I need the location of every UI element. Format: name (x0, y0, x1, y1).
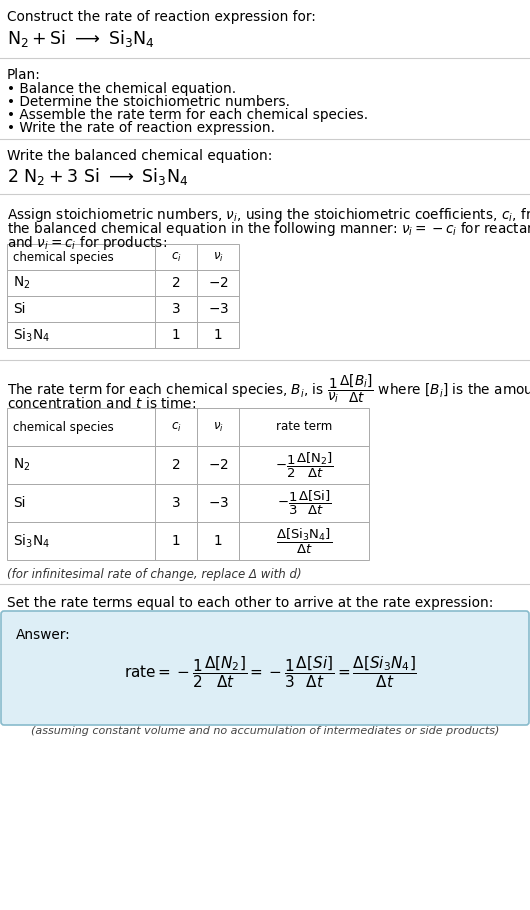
Bar (7, 446, 155, 484)
Bar (197, 408, 239, 446)
Bar (155, 484, 197, 522)
Bar (197, 244, 239, 270)
Text: The rate term for each chemical species, $B_i$, is $\dfrac{1}{\nu_i}\dfrac{\Delt: The rate term for each chemical species,… (7, 372, 530, 405)
Text: $\mathrm{N_2}$: $\mathrm{N_2}$ (13, 457, 30, 473)
Bar (155, 446, 197, 484)
Bar (7, 522, 155, 560)
Bar (7, 270, 155, 296)
Text: (assuming constant volume and no accumulation of intermediates or side products): (assuming constant volume and no accumul… (31, 726, 499, 736)
Text: $\mathrm{2\ N_2 + 3\ Si \ \longrightarrow \ Si_3N_4}$: $\mathrm{2\ N_2 + 3\ Si \ \longrightarro… (7, 166, 189, 187)
Text: Assign stoichiometric numbers, $\nu_i$, using the stoichiometric coefficients, $: Assign stoichiometric numbers, $\nu_i$, … (7, 206, 530, 224)
Text: concentration and $t$ is time:: concentration and $t$ is time: (7, 396, 196, 411)
Text: • Balance the chemical equation.: • Balance the chemical equation. (7, 82, 236, 96)
Text: $c_i$: $c_i$ (171, 250, 181, 264)
Text: $-2$: $-2$ (208, 458, 228, 472)
Text: $\mathrm{rate} = -\dfrac{1}{2}\dfrac{\Delta[N_2]}{\Delta t} = -\dfrac{1}{3}\dfra: $\mathrm{rate} = -\dfrac{1}{2}\dfrac{\De… (123, 654, 417, 690)
Text: Write the balanced chemical equation:: Write the balanced chemical equation: (7, 149, 272, 163)
Text: 3: 3 (172, 496, 180, 510)
Bar (197, 322, 239, 348)
Text: rate term: rate term (276, 420, 332, 433)
Text: $-2$: $-2$ (208, 276, 228, 290)
Text: $-\dfrac{1}{2}\dfrac{\Delta[\mathrm{N_2}]}{\Delta t}$: $-\dfrac{1}{2}\dfrac{\Delta[\mathrm{N_2}… (275, 450, 333, 480)
Text: and $\nu_i = c_i$ for products:: and $\nu_i = c_i$ for products: (7, 234, 167, 252)
Text: 2: 2 (172, 458, 180, 472)
Text: $-3$: $-3$ (208, 302, 228, 316)
Bar (7, 296, 155, 322)
Text: Si: Si (13, 496, 25, 510)
Bar (7, 322, 155, 348)
Text: $\mathrm{N_2 + Si \ \longrightarrow \ Si_3N_4}$: $\mathrm{N_2 + Si \ \longrightarrow \ Si… (7, 28, 155, 49)
Text: 1: 1 (172, 328, 180, 342)
Bar (155, 244, 197, 270)
Text: Set the rate terms equal to each other to arrive at the rate expression:: Set the rate terms equal to each other t… (7, 596, 493, 610)
Bar (239, 522, 369, 560)
Text: chemical species: chemical species (13, 250, 114, 264)
Text: $\mathrm{Si_3N_4}$: $\mathrm{Si_3N_4}$ (13, 327, 50, 344)
Bar (197, 484, 239, 522)
Text: Answer:: Answer: (16, 628, 70, 642)
Text: $\nu_i$: $\nu_i$ (213, 250, 224, 264)
Bar (197, 522, 239, 560)
Text: Si: Si (13, 302, 25, 316)
Text: 2: 2 (172, 276, 180, 290)
Text: $-3$: $-3$ (208, 496, 228, 510)
Text: Construct the rate of reaction expression for:: Construct the rate of reaction expressio… (7, 10, 316, 24)
Text: • Write the rate of reaction expression.: • Write the rate of reaction expression. (7, 121, 275, 135)
Text: (for infinitesimal rate of change, replace Δ with d): (for infinitesimal rate of change, repla… (7, 568, 302, 581)
Text: the balanced chemical equation in the following manner: $\nu_i = -c_i$ for react: the balanced chemical equation in the fo… (7, 220, 530, 238)
Bar (239, 408, 369, 446)
Bar (197, 446, 239, 484)
Bar (197, 270, 239, 296)
Bar (155, 322, 197, 348)
Text: Plan:: Plan: (7, 68, 41, 82)
Text: 1: 1 (214, 328, 222, 342)
Text: 1: 1 (214, 534, 222, 548)
Bar (7, 408, 155, 446)
Bar (239, 446, 369, 484)
Bar (7, 484, 155, 522)
Bar (155, 270, 197, 296)
Text: $\nu_i$: $\nu_i$ (213, 420, 224, 433)
Text: 3: 3 (172, 302, 180, 316)
Text: $\mathrm{N_2}$: $\mathrm{N_2}$ (13, 275, 30, 291)
Text: • Determine the stoichiometric numbers.: • Determine the stoichiometric numbers. (7, 95, 290, 109)
Text: 1: 1 (172, 534, 180, 548)
FancyBboxPatch shape (1, 611, 529, 725)
Text: $\dfrac{\Delta[\mathrm{Si_3N_4}]}{\Delta t}$: $\dfrac{\Delta[\mathrm{Si_3N_4}]}{\Delta… (276, 526, 332, 556)
Text: $c_i$: $c_i$ (171, 420, 181, 433)
Text: $-\dfrac{1}{3}\dfrac{\Delta[\mathrm{Si}]}{\Delta t}$: $-\dfrac{1}{3}\dfrac{\Delta[\mathrm{Si}]… (277, 489, 331, 517)
Text: • Assemble the rate term for each chemical species.: • Assemble the rate term for each chemic… (7, 108, 368, 122)
Bar (239, 484, 369, 522)
Bar (7, 244, 155, 270)
Bar (197, 296, 239, 322)
Text: chemical species: chemical species (13, 420, 114, 433)
Bar (155, 522, 197, 560)
Bar (155, 408, 197, 446)
Text: $\mathrm{Si_3N_4}$: $\mathrm{Si_3N_4}$ (13, 532, 50, 550)
Bar (155, 296, 197, 322)
